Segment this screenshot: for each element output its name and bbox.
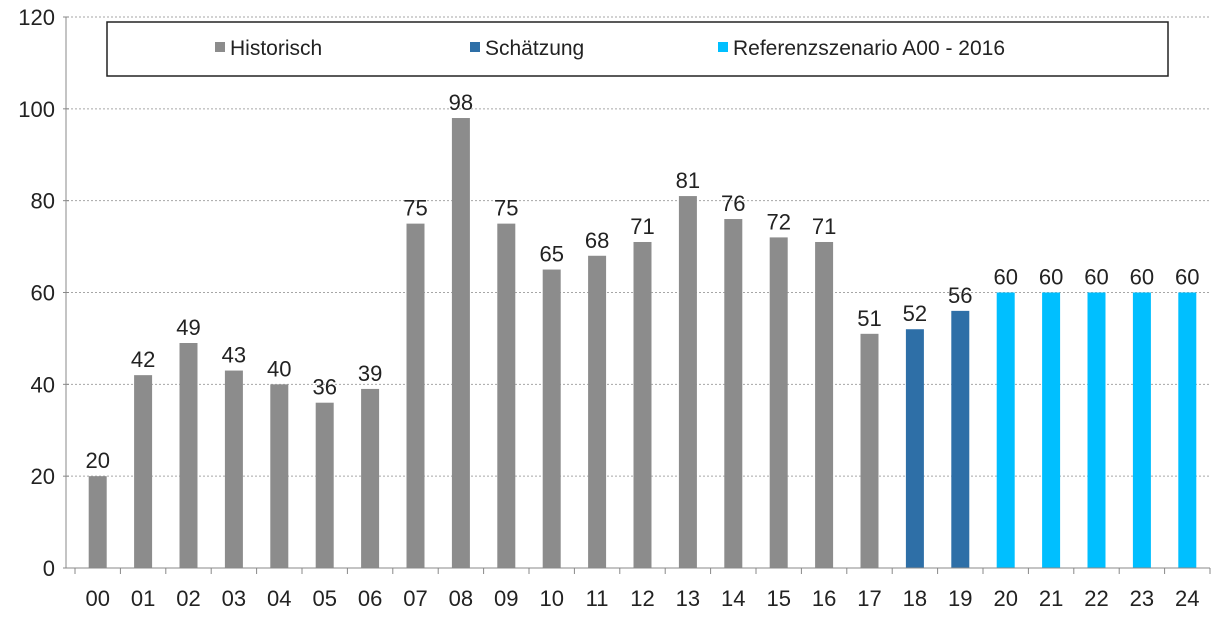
- data-labels: 20 42 49 43 40 36 39 75 98 75 65 68 71 81 76 72 71 51 52 56…: [85, 90, 1199, 473]
- data-label: 60: [1039, 265, 1063, 290]
- gridlines: [67, 16, 1210, 477]
- data-label: 98: [449, 90, 473, 115]
- x-tick-label: 18: [903, 586, 927, 611]
- data-label: 71: [812, 214, 836, 239]
- x-tick-label: 20: [993, 586, 1017, 611]
- data-label: 60: [1084, 265, 1108, 290]
- y-tick-label: 100: [18, 97, 55, 122]
- legend: Historisch Schätzung Referenzszenario A00 …: [106, 21, 1169, 77]
- data-label: 39: [358, 361, 382, 386]
- bar-00: [88, 476, 107, 568]
- legend-box: [106, 21, 1169, 77]
- bar-23: [1132, 292, 1151, 568]
- bar-07: [406, 223, 425, 568]
- bar-04: [270, 384, 289, 568]
- legend-label: Referenzszenario A00 - 2016: [733, 37, 1005, 60]
- bar-08: [451, 118, 470, 569]
- bar-24: [1178, 292, 1197, 568]
- x-tick-label: 16: [812, 586, 836, 611]
- x-tick-label: 10: [539, 586, 563, 611]
- x-tick-label: 15: [766, 586, 790, 611]
- x-tick-label: 17: [857, 586, 881, 611]
- data-label: 75: [403, 196, 427, 221]
- x-tick-label: 06: [358, 586, 382, 611]
- y-tick-label: 80: [31, 189, 55, 214]
- data-label: 65: [539, 242, 563, 267]
- x-tick-label: 24: [1175, 586, 1199, 611]
- x-tick-label: 22: [1084, 586, 1108, 611]
- x-tick-label: 09: [494, 586, 518, 611]
- axes: 0 20 40 60 80 100 120 00 01 02 03 04 05 06 07 08 09 10 11 1…: [18, 5, 1211, 611]
- data-label: 56: [948, 283, 972, 308]
- data-label: 51: [857, 306, 881, 331]
- x-tick-label: 00: [85, 586, 109, 611]
- bar-20: [996, 292, 1015, 568]
- x-tick-label: 23: [1130, 586, 1154, 611]
- data-label: 75: [494, 196, 518, 221]
- data-label: 36: [312, 375, 336, 400]
- x-tick-label: 01: [131, 586, 155, 611]
- bar-05: [315, 402, 334, 568]
- x-tick-label: 19: [948, 586, 972, 611]
- data-label: 52: [903, 301, 927, 326]
- bar-12: [633, 241, 652, 568]
- bar-17: [860, 333, 879, 568]
- legend-swatch: [470, 42, 480, 52]
- x-tick-label: 04: [267, 586, 291, 611]
- x-tick-label: 07: [403, 586, 427, 611]
- x-tick-label: 14: [721, 586, 745, 611]
- bar-15: [769, 237, 788, 568]
- bar-09: [497, 223, 516, 568]
- x-tick-label: 21: [1039, 586, 1063, 611]
- bar-14: [724, 219, 743, 569]
- bar-21: [1042, 292, 1061, 568]
- legend-swatch: [215, 42, 225, 52]
- bar-18: [905, 329, 924, 568]
- y-tick-label: 120: [18, 5, 55, 30]
- x-tick-label: 05: [312, 586, 336, 611]
- x-tick-label: 03: [222, 586, 246, 611]
- data-label: 81: [676, 168, 700, 193]
- bar-22: [1087, 292, 1106, 568]
- y-tick-label: 60: [31, 281, 55, 306]
- data-label: 71: [630, 214, 654, 239]
- legend-label: Schätzung: [485, 37, 584, 60]
- data-label: 49: [176, 315, 200, 340]
- y-tick-label: 40: [31, 372, 55, 397]
- bar-16: [815, 241, 834, 568]
- x-tick-label: 12: [630, 586, 654, 611]
- bar-01: [134, 375, 153, 568]
- bar-10: [542, 269, 561, 568]
- x-tick-label: 11: [586, 586, 609, 611]
- data-label: 68: [585, 228, 609, 253]
- bar-19: [951, 310, 970, 568]
- bar-06: [361, 388, 380, 568]
- data-label: 76: [721, 191, 745, 216]
- bars: [88, 118, 1197, 569]
- data-label: 60: [1175, 265, 1199, 290]
- x-tick-label: 02: [176, 586, 200, 611]
- x-tick-label: 08: [449, 586, 473, 611]
- data-label: 43: [222, 343, 246, 368]
- data-label: 72: [766, 209, 790, 234]
- data-label: 20: [85, 448, 109, 473]
- legend-swatch: [718, 42, 728, 52]
- y-tick-label: 0: [43, 556, 55, 581]
- bar-11: [588, 255, 607, 568]
- x-tick-label: 13: [676, 586, 700, 611]
- legend-label: Historisch: [230, 37, 322, 60]
- bar-03: [224, 370, 243, 568]
- bar-13: [678, 196, 697, 568]
- data-label: 40: [267, 356, 291, 381]
- data-label: 42: [131, 347, 155, 372]
- bar-02: [179, 343, 198, 568]
- data-label: 60: [993, 265, 1017, 290]
- y-tick-label: 20: [31, 464, 55, 489]
- data-label: 60: [1130, 265, 1154, 290]
